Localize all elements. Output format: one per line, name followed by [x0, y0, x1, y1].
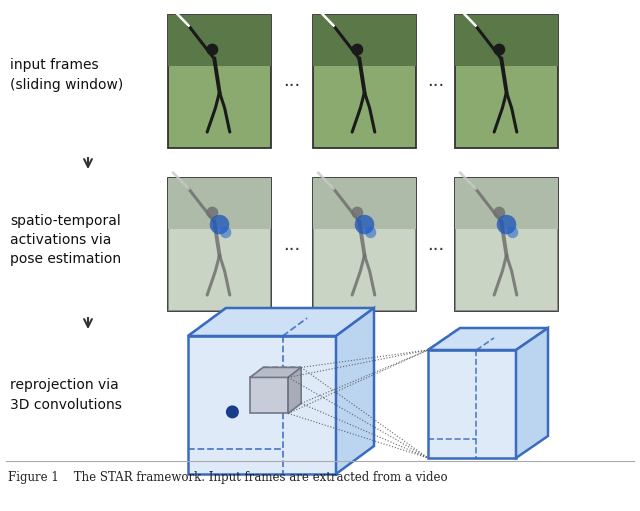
Polygon shape	[250, 367, 301, 378]
Text: ...: ...	[284, 236, 301, 253]
Circle shape	[493, 43, 505, 56]
Bar	[168, 178, 271, 228]
Circle shape	[507, 227, 518, 238]
Text: ...: ...	[427, 236, 444, 253]
Circle shape	[206, 43, 218, 56]
Polygon shape	[428, 328, 548, 350]
Bar	[313, 178, 416, 311]
Bar	[313, 178, 416, 228]
Bar	[313, 178, 416, 311]
Polygon shape	[516, 328, 548, 458]
Bar	[313, 15, 416, 148]
Bar	[455, 178, 558, 311]
Circle shape	[365, 227, 376, 238]
Circle shape	[351, 206, 364, 219]
Bar	[168, 15, 271, 148]
Bar	[168, 178, 271, 311]
Circle shape	[226, 405, 239, 419]
Circle shape	[220, 227, 231, 238]
Text: ...: ...	[284, 73, 301, 90]
Bar	[455, 15, 558, 148]
Polygon shape	[188, 336, 336, 474]
Polygon shape	[336, 308, 374, 474]
Circle shape	[355, 215, 374, 235]
Polygon shape	[428, 350, 516, 458]
Text: spatio-temporal
activations via
pose estimation: spatio-temporal activations via pose est…	[10, 214, 121, 267]
Bar	[313, 15, 416, 65]
Circle shape	[493, 206, 505, 219]
Bar	[455, 15, 558, 65]
Circle shape	[206, 206, 218, 219]
Circle shape	[210, 215, 229, 235]
Text: input frames
(sliding window): input frames (sliding window)	[10, 58, 124, 92]
Bar	[455, 178, 558, 228]
Polygon shape	[188, 308, 374, 336]
Bar	[168, 15, 271, 65]
Text: reprojection via
3D convolutions: reprojection via 3D convolutions	[10, 378, 122, 412]
Text: Figure 1    The STAR framework. Input frames are extracted from a video: Figure 1 The STAR framework. Input frame…	[8, 471, 447, 484]
Circle shape	[351, 43, 364, 56]
Polygon shape	[250, 378, 288, 413]
Text: ...: ...	[427, 73, 444, 90]
Bar	[168, 178, 271, 311]
Circle shape	[497, 215, 516, 235]
Bar	[455, 178, 558, 311]
Polygon shape	[288, 367, 301, 413]
